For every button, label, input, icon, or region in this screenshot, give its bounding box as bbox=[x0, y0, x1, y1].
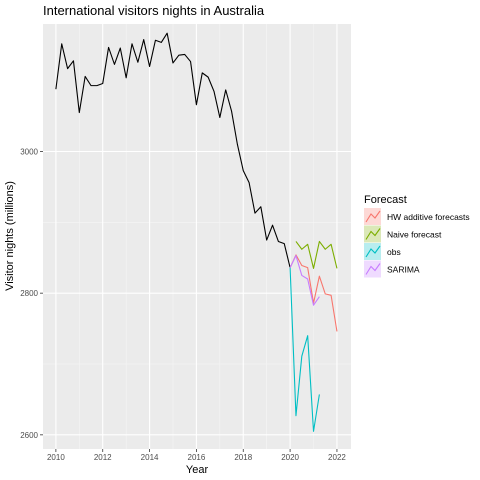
legend-key-line bbox=[365, 263, 381, 275]
x-tick-label: 2010 bbox=[47, 453, 65, 462]
data-lines bbox=[55, 32, 338, 432]
legend-key-line bbox=[365, 245, 381, 258]
y-tick-label: 2800 bbox=[20, 289, 38, 298]
history-line bbox=[55, 32, 291, 268]
legend-key-line bbox=[365, 228, 381, 240]
legend-item: Naive forecast bbox=[364, 225, 442, 243]
y-tick-label: 2600 bbox=[20, 431, 38, 440]
x-tick-label: 2014 bbox=[141, 453, 159, 462]
legend-item: SARIMA bbox=[364, 260, 420, 278]
x-tick-label: 2018 bbox=[234, 453, 252, 462]
legend-label: SARIMA bbox=[387, 265, 420, 275]
x-tick-label: 2012 bbox=[94, 453, 112, 462]
grid-lines bbox=[43, 24, 351, 449]
y-tick-label: 3000 bbox=[20, 148, 38, 157]
axis-ticks: 2010 2012 2014 2016 2018 2020 2022 2600 2800 3000 bbox=[20, 148, 346, 463]
legend-label: obs bbox=[387, 247, 401, 257]
legend-key-fill bbox=[364, 243, 381, 260]
series-line-sarima bbox=[289, 255, 320, 306]
legend-key-fill bbox=[364, 260, 381, 278]
series-line-naive-forecast bbox=[295, 240, 338, 269]
chart-title: International visitors nights in Austral… bbox=[43, 3, 265, 18]
legend-title: Forecast bbox=[364, 194, 407, 206]
series-line-obs bbox=[289, 267, 320, 432]
legend-key-line bbox=[365, 210, 381, 223]
x-axis-label: Year bbox=[186, 464, 209, 476]
legend-items: HW additive forecasts Naive forecast obs SA… bbox=[364, 208, 470, 278]
legend: Forecast HW additive forecasts Naive fore… bbox=[364, 194, 470, 278]
legend-label: Naive forecast bbox=[387, 230, 442, 240]
legend-key-fill bbox=[364, 208, 381, 225]
x-tick-label: 2020 bbox=[281, 453, 299, 462]
legend-key-fill bbox=[364, 225, 381, 243]
legend-item: HW additive forecasts bbox=[364, 208, 470, 225]
legend-item: obs bbox=[364, 243, 401, 260]
y-axis-label: Visitor nights (millions) bbox=[4, 181, 16, 291]
x-tick-label: 2016 bbox=[188, 453, 206, 462]
plot-panel bbox=[43, 24, 351, 449]
x-tick-label: 2022 bbox=[328, 453, 346, 462]
legend-label: HW additive forecasts bbox=[387, 212, 470, 222]
